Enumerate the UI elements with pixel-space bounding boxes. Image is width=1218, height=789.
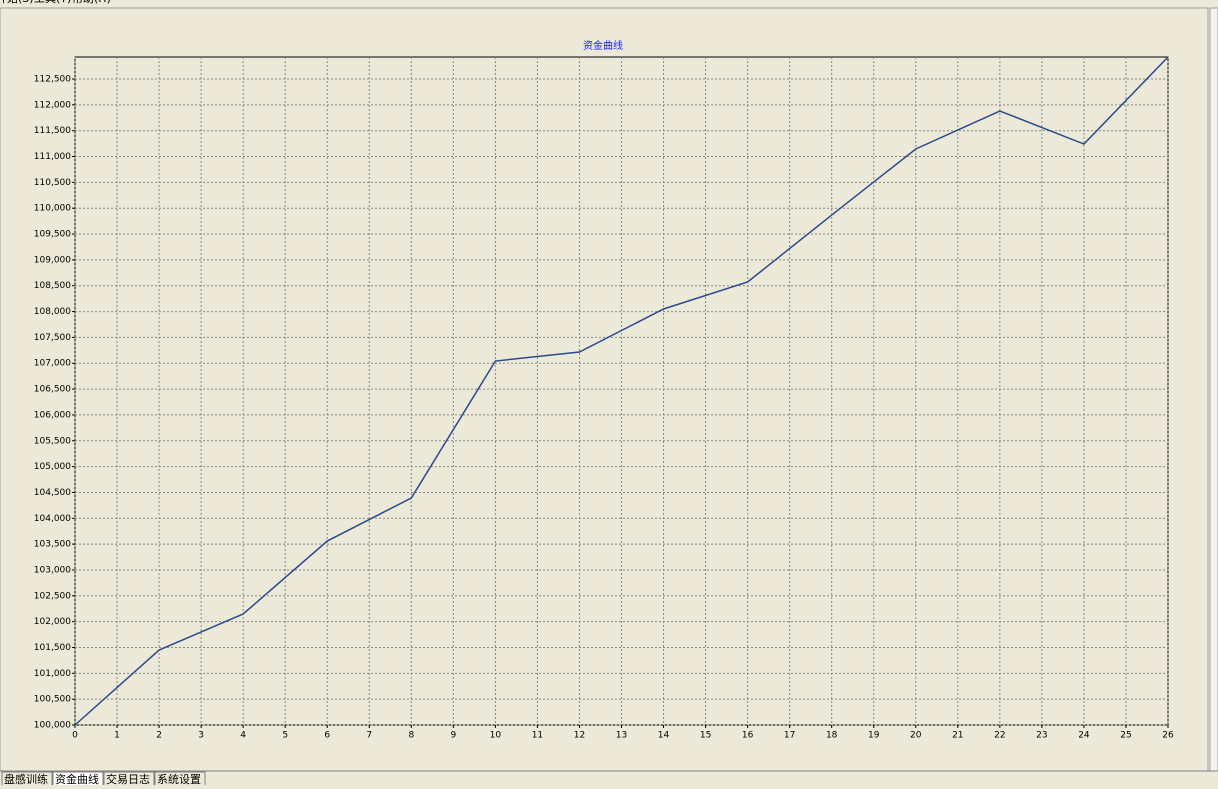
- x-tick-label: 18: [826, 731, 838, 741]
- x-tick-label: 9: [450, 731, 456, 741]
- x-tick-label: 15: [700, 731, 711, 741]
- y-tick-label: 102,000: [34, 617, 71, 627]
- x-tick-label: 3: [198, 731, 204, 741]
- y-tick-label: 108,500: [34, 281, 71, 291]
- x-tick-label: 19: [868, 731, 880, 741]
- menu-item[interactable]: 工具(T): [34, 0, 71, 5]
- x-tick-label: 17: [784, 731, 795, 741]
- x-tick-label: 22: [994, 731, 1005, 741]
- tab-label[interactable]: 盘感训练: [4, 772, 48, 786]
- x-tick-label: 12: [574, 731, 585, 741]
- y-tick-label: 112,500: [34, 75, 71, 85]
- tab-label[interactable]: 系统设置: [157, 773, 201, 786]
- y-tick-label: 102,500: [34, 591, 71, 601]
- x-tick-label: 10: [490, 731, 502, 741]
- y-tick-label: 105,000: [34, 462, 71, 472]
- y-tick-label: 103,000: [34, 565, 71, 575]
- y-tick-label: 110,500: [34, 178, 71, 188]
- y-tick-label: 107,500: [34, 333, 71, 343]
- tab-label[interactable]: 交易日志: [106, 772, 150, 786]
- plot: 100,000 100,500 101,000 101,500 102,000 102,5…: [34, 56, 1174, 741]
- x-tick-label: 7: [366, 731, 372, 741]
- x-tick-label: 21: [952, 731, 963, 741]
- y-tick-label: 101,000: [34, 669, 71, 679]
- y-tick-label: 108,000: [34, 307, 71, 317]
- x-tick-label: 8: [408, 731, 414, 741]
- x-tick-label: 26: [1162, 731, 1174, 741]
- x-tick-label: 16: [742, 731, 754, 741]
- y-tick-label: 110,000: [34, 204, 71, 214]
- menu-item[interactable]: 开始(S): [0, 0, 34, 5]
- y-tick-label: 106,000: [34, 410, 71, 420]
- x-tick-label: 5: [282, 731, 288, 741]
- x-tick-label: 2: [156, 731, 162, 741]
- x-tick-label: 6: [324, 731, 330, 741]
- menu-item[interactable]: 帮助(H): [72, 0, 111, 5]
- x-tick-label: 11: [532, 731, 543, 741]
- x-tick-label: 4: [240, 731, 246, 741]
- x-tick-label: 25: [1120, 731, 1131, 741]
- side-panel: [1209, 7, 1218, 772]
- y-tick-label: 111,500: [34, 126, 71, 136]
- x-tick-label: 23: [1036, 731, 1047, 741]
- tab-label[interactable]: 资金曲线: [55, 772, 99, 786]
- y-tick-label: 109,500: [34, 230, 71, 240]
- x-tick-label: 0: [72, 731, 78, 741]
- y-tick-label: 107,000: [34, 359, 71, 369]
- y-tick-label: 100,000: [34, 721, 71, 731]
- y-tick-label: 112,000: [34, 100, 71, 110]
- y-tick-label: 111,000: [34, 152, 71, 162]
- y-tick-label: 104,000: [34, 514, 71, 524]
- x-tick-label: 20: [910, 731, 922, 741]
- y-tick-label: 106,500: [34, 385, 71, 395]
- y-tick-label: 100,500: [34, 695, 71, 705]
- y-tick-label: 104,500: [34, 488, 71, 498]
- y-tick-label: 103,500: [34, 540, 71, 550]
- tab-bar: 盘感训练 资金曲线 交易日志 系统设置: [1, 771, 206, 787]
- y-tick-label: 101,500: [34, 643, 71, 653]
- y-tick-label: 109,000: [34, 255, 71, 265]
- x-tick-label: 24: [1078, 731, 1090, 741]
- x-tick-label: 13: [616, 731, 627, 741]
- x-tick-label: 1: [114, 731, 120, 741]
- data-line: [74, 56, 1169, 726]
- chart-title: 资金曲线: [583, 39, 623, 52]
- y-tick-label: 105,500: [34, 436, 71, 446]
- menu-bar: 开始(S)工具(T)帮助(H): [0, 0, 111, 5]
- x-tick-label: 14: [658, 731, 670, 741]
